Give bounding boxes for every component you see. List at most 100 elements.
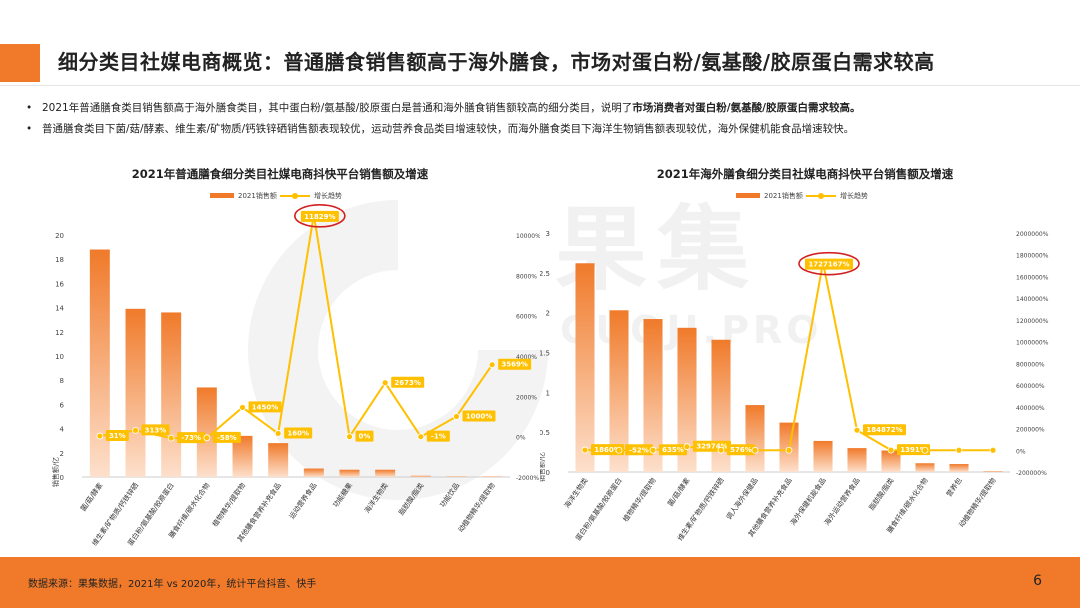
growth-label: -58% (217, 434, 237, 442)
bar (89, 249, 110, 477)
bullet-1: • 2021年普通膳食类目销售额高于海外膳食类目，其中蛋白粉/氨基酸/胶原蛋白是普… (26, 102, 861, 114)
growth-label-box (177, 432, 206, 444)
chart-general-diet: 2021年普通膳食细分类目社媒电商抖快平台销售额及增速 2021销售额 增长趋势 0… (20, 160, 541, 555)
legend-marker-growth (292, 193, 298, 199)
y-tick-label: 4 (60, 426, 65, 434)
y-tick-label: 14 (55, 305, 64, 313)
y-tick-label: 1 (546, 389, 550, 397)
bar (410, 475, 431, 477)
y2-tick-label: 2000% (516, 394, 537, 401)
bar (745, 405, 765, 472)
growth-point (751, 446, 759, 454)
bullet-1-text: 2021年普通膳食类目销售额高于海外膳食类目，其中蛋白粉/氨基酸/胶原蛋白是普通… (42, 102, 633, 114)
page-title: 细分类目社媒电商概览：普通膳食销售额高于海外膳食，市场对蛋白粉/氨基酸/胶原蛋白… (58, 50, 935, 74)
y-axis-label: 销售额/亿 (51, 457, 60, 487)
bar (915, 463, 935, 472)
y-tick-label: 6 (60, 401, 65, 409)
x-tick-label: 脂肪酸/脂类 (867, 476, 896, 512)
x-tick-label: 海洋生物类 (562, 476, 589, 510)
growth-label-box (355, 430, 374, 442)
x-tick-label: 脂肪酸/脂类 (397, 481, 426, 517)
x-tick-label: 海外保健机能食品 (788, 476, 827, 527)
legend-swatch-sales (210, 193, 234, 198)
growth-label: 31% (109, 432, 126, 440)
growth-point (96, 432, 104, 440)
chart-svg: 2021销售额 增长趋势 0 0.5 1 1.5 2 2.5 3 -200000% 0% 200000… (537, 191, 1049, 542)
growth-label: 1000% (466, 413, 493, 421)
growth-label-box (659, 444, 687, 456)
growth-label-box (625, 444, 653, 456)
x-tick-label: 植物精华/提取物 (621, 476, 658, 523)
growth-point (615, 446, 623, 454)
growth-point (239, 404, 246, 411)
bar (375, 469, 396, 477)
y2-tick-label: 200000% (1016, 427, 1045, 434)
y-tick-label: 0 (60, 474, 64, 482)
x-tick-label: 运动营养食品 (287, 481, 318, 521)
y2-tick-label: 4000% (516, 354, 537, 361)
y-tick-label: 2 (60, 450, 64, 458)
growth-label: 1727167% (808, 261, 849, 269)
y2-tick-label: 600000% (1016, 383, 1045, 390)
growth-point (853, 426, 861, 434)
growth-label: 313% (145, 426, 167, 434)
y-tick-label: 1.5 (540, 350, 550, 358)
title-accent-bar (0, 44, 40, 82)
bar (983, 471, 1003, 472)
bar (881, 450, 901, 472)
legend-label-growth: 增长趋势 (840, 191, 868, 200)
growth-point (649, 446, 657, 454)
y2-tick-label: 400000% (1016, 405, 1045, 412)
y-tick-label: 0.5 (540, 429, 550, 437)
growth-label: 32974% (696, 443, 727, 451)
y-tick-label: 20 (55, 232, 64, 240)
growth-label-box (391, 376, 425, 388)
bar (813, 440, 833, 472)
x-tick-label: 营养包 (944, 476, 963, 498)
x-tick-label: 动植物精华/提取物 (957, 476, 998, 529)
bar (339, 469, 360, 477)
growth-label-box (863, 424, 906, 436)
growth-label-box (426, 430, 450, 442)
legend-marker-growth (818, 193, 824, 199)
y2-tick-label: 1000000% (1016, 340, 1049, 347)
bar (609, 310, 629, 472)
y2-tick-label: 1400000% (1016, 296, 1049, 303)
legend-label-growth: 增长趋势 (314, 191, 342, 200)
footer-bar: 数据来源：果集数据，2021年 vs 2020年，统计平台抖音、快手 6 (0, 557, 1080, 608)
x-tick-label: 膳食纤维/碳水化合物 (167, 481, 212, 540)
bar (575, 263, 595, 472)
growth-point (989, 446, 997, 454)
legend-label-sales: 2021销售额 (238, 191, 277, 200)
y2-tick-label: 1600000% (1016, 274, 1049, 281)
y-tick-label: 18 (55, 256, 64, 264)
bar (446, 476, 467, 477)
y-tick-label: 2 (546, 310, 550, 318)
bar (847, 448, 867, 472)
growth-line (99, 214, 493, 440)
y-tick-label: 10 (55, 353, 64, 361)
y2-tick-label: 8000% (516, 273, 537, 280)
growth-label: -52% (629, 446, 649, 454)
y2-tick-label: 0% (516, 435, 526, 442)
growth-label: 635% (662, 446, 684, 454)
growth-point (417, 433, 425, 441)
growth-point (887, 446, 895, 454)
x-tick-label: 功能饮品 (438, 481, 461, 509)
data-source: 数据来源：果集数据，2021年 vs 2020年，统计平台抖音、快手 (28, 579, 317, 590)
y2-tick-label: 0% (1016, 448, 1026, 455)
growth-point (203, 434, 211, 442)
page-number: 6 (1033, 573, 1042, 589)
chart-legend: 2021销售额 增长趋势 (210, 191, 342, 200)
growth-label: -1% (431, 433, 446, 441)
legend-swatch-sales (736, 193, 760, 198)
y-tick-label: 2.5 (540, 270, 550, 278)
growth-label-box (284, 427, 313, 439)
growth-label: 184872% (866, 426, 902, 434)
growth-label-box (462, 410, 496, 422)
x-tick-label: 功能糖果 (331, 481, 354, 509)
growth-label: 3569% (501, 361, 528, 369)
legend-label-sales: 2021销售额 (764, 191, 803, 200)
highlight-circle (798, 251, 860, 276)
growth-label: -73% (181, 434, 201, 442)
